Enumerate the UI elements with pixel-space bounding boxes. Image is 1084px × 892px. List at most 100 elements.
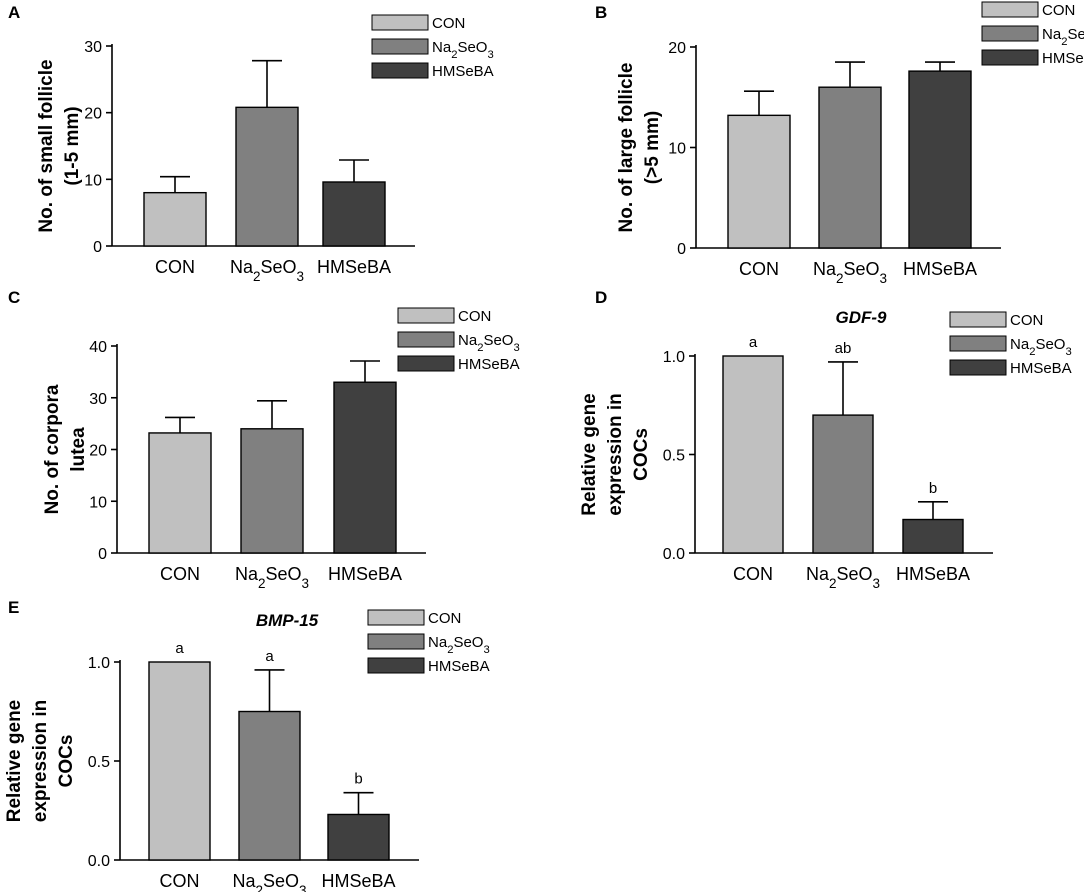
x-tick-label: CON — [160, 564, 200, 584]
legend-label: CON — [428, 610, 461, 627]
chart-title: GDF-9 — [836, 308, 888, 327]
x-tick-label: Na2SeO3 — [813, 259, 887, 286]
legend-label: HMSeBA — [428, 658, 490, 675]
bar-con — [722, 355, 784, 554]
y-tick-label: 1.0 — [88, 655, 110, 672]
bar-na2seo3 — [238, 710, 301, 861]
bar-hmseba — [327, 813, 390, 861]
legend-swatch — [949, 335, 1007, 352]
y-tick-label: 0.5 — [88, 754, 110, 771]
significance-letter: a — [175, 640, 184, 657]
legend-label: Na2SeO3 — [1010, 336, 1072, 358]
x-tick-label: Na2SeO3 — [806, 564, 880, 591]
legend-label: HMSeBA — [458, 356, 520, 373]
legend-label: CON — [458, 308, 491, 325]
significance-letter: b — [354, 771, 362, 788]
bar-con — [148, 661, 211, 861]
chart-panel-a: A 0 10 20 30 No. of small follicle (1-5 mm) CON… — [8, 3, 494, 284]
legend-swatch — [367, 633, 425, 650]
bar-con — [727, 114, 791, 249]
legend-swatch — [397, 331, 455, 348]
x-tick-label: HMSeBA — [317, 257, 391, 277]
x-tick-label: CON — [160, 871, 200, 891]
x-tick-label: Na2SeO3 — [235, 564, 309, 591]
bar-hmseba — [908, 70, 972, 249]
y-axis-label: expression in — [605, 393, 626, 516]
legend-swatch — [981, 1, 1039, 18]
y-axis-label: (1-5 mm) — [62, 106, 83, 185]
bar-na2seo3 — [240, 428, 304, 554]
y-tick-label: 10 — [89, 494, 107, 511]
significance-letter: a — [749, 334, 758, 351]
y-tick-label: 20 — [668, 40, 686, 57]
y-tick-label: 0.5 — [663, 448, 685, 465]
x-tick-label: HMSeBA — [321, 871, 395, 891]
legend: CON Na2SeO3 HMSeBA — [949, 311, 1072, 377]
chart-panel-c: C 0 10 20 30 40 No. of corpora lutea CON Na2SeO3 H… — [8, 288, 520, 591]
significance-letter: b — [929, 480, 937, 497]
legend-swatch — [981, 49, 1039, 66]
x-tick-label: Na2SeO3 — [230, 257, 304, 284]
y-tick-label: 10 — [84, 172, 102, 189]
y-tick-label: 20 — [89, 443, 107, 460]
y-axis-label: (>5 mm) — [642, 111, 663, 184]
significance-letter: ab — [835, 340, 852, 357]
legend-swatch — [371, 38, 429, 55]
chart-panel-d: D GDF-9 0.0 0.5 1.0 Relative gene expression i… — [579, 288, 1072, 591]
panel-letter: D — [595, 288, 607, 307]
bar-na2seo3 — [235, 106, 299, 247]
legend: CON Na2SeO3 HMSeBA — [367, 609, 490, 675]
legend-label: HMSeBA — [1042, 50, 1084, 67]
legend-swatch — [371, 14, 429, 31]
y-tick-label: 1.0 — [663, 349, 685, 366]
bar-con — [143, 191, 207, 247]
bar-hmseba — [322, 181, 386, 247]
legend-label: Na2SeO3 — [432, 39, 494, 61]
chart-title: BMP-15 — [256, 611, 319, 630]
y-tick-label: 0 — [98, 546, 107, 563]
y-axis-label: No. of large follicle — [616, 63, 637, 233]
panel-letter: E — [8, 598, 19, 617]
legend: CON Na2SeO3 HMSeBA — [981, 1, 1084, 67]
x-tick-label: HMSeBA — [903, 259, 977, 279]
y-axis-label: Relative gene — [4, 700, 25, 823]
y-axis-label: No. of small follicle — [36, 59, 57, 232]
panel-letter: B — [595, 3, 607, 22]
chart-panel-b: B 0 10 20 No. of large follicle (>5 mm) CON Na2… — [595, 1, 1084, 286]
y-axis-label: No. of corpora — [42, 384, 63, 514]
y-axis-label: Relative gene — [579, 393, 600, 516]
legend-swatch — [397, 355, 455, 372]
legend-swatch — [367, 657, 425, 674]
legend: CON Na2SeO3 HMSeBA — [397, 307, 520, 373]
legend-swatch — [949, 311, 1007, 328]
chart-panel-e: E BMP-15 0.0 0.5 1.0 Relative gene expression … — [4, 598, 490, 892]
significance-letter: a — [265, 648, 274, 665]
bar-hmseba — [902, 518, 964, 554]
y-axis-label: lutea — [68, 427, 89, 472]
bar-na2seo3 — [812, 414, 874, 554]
legend-swatch — [397, 307, 455, 324]
legend-swatch — [371, 62, 429, 79]
bar-na2seo3 — [818, 86, 882, 249]
y-tick-label: 40 — [89, 339, 107, 356]
legend-swatch — [981, 25, 1039, 42]
legend-label: CON — [432, 15, 465, 32]
legend-label: CON — [1010, 312, 1043, 329]
y-axis-label: expression in — [30, 700, 51, 823]
bar-con — [148, 432, 212, 554]
x-tick-label: CON — [733, 564, 773, 584]
legend-swatch — [949, 359, 1007, 376]
legend-label: CON — [1042, 2, 1075, 19]
legend-label: HMSeBA — [1010, 360, 1072, 377]
y-tick-label: 30 — [89, 391, 107, 408]
x-tick-label: CON — [155, 257, 195, 277]
y-tick-label: 0.0 — [663, 546, 685, 563]
legend-swatch — [367, 609, 425, 626]
x-tick-label: Na2SeO3 — [232, 871, 306, 892]
legend-label: Na2SeO3 — [458, 332, 520, 354]
legend-label: HMSeBA — [432, 63, 494, 80]
legend-label: Na2SeO3 — [428, 634, 490, 656]
y-tick-label: 20 — [84, 106, 102, 123]
legend-label: Na2SeO3 — [1042, 26, 1084, 48]
